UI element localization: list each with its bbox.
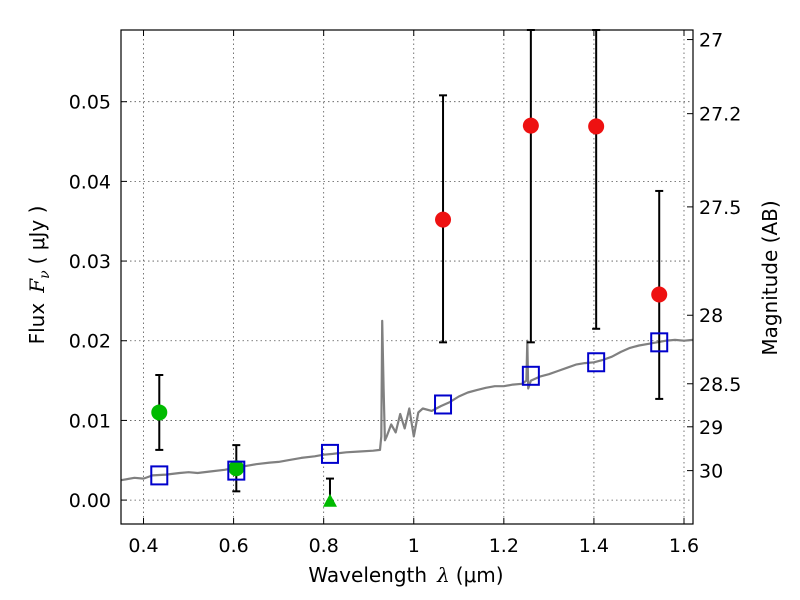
model-point-square <box>521 365 540 386</box>
plot-frame <box>120 29 694 525</box>
axes: 0.4 0.6 0.8 1 1.2 1.4 1.6 0.00 0.01 0.02 0.03 0.04 0… <box>69 30 742 557</box>
data-point-circle <box>435 211 452 228</box>
model-point-square <box>650 332 669 353</box>
x-tick-label: 0.8 <box>309 535 339 557</box>
model-point-square <box>587 352 606 373</box>
y2-tick-label: 27 <box>699 30 723 52</box>
y-axis-title: FluxFν( μJy ) <box>25 206 53 345</box>
y-tick-label: 0.00 <box>69 490 111 512</box>
y-tick-label: 0.02 <box>69 331 111 353</box>
y-tick-label: 0.05 <box>69 92 111 114</box>
y2-tick-label: 27.5 <box>699 197 741 219</box>
data-point-circle <box>588 118 605 135</box>
y2-axis-title: Magnitude (AB) <box>758 200 782 355</box>
model-point-square <box>150 465 169 486</box>
x-tick-label: 0.6 <box>218 535 248 557</box>
data-point-circle <box>228 460 245 477</box>
x-axis-title: Wavelength λ (μm) <box>308 563 503 587</box>
x-tick-label: 1.2 <box>489 535 519 557</box>
y-tick-label: 0.03 <box>69 251 111 273</box>
model-point-square <box>227 460 246 481</box>
model-point-square <box>434 394 453 415</box>
y2-tick-label: 29 <box>699 417 723 439</box>
y2-tick-label: 28 <box>699 305 723 327</box>
y2-tick-label: 28.5 <box>699 374 741 396</box>
y-tick-label: 0.04 <box>69 171 111 193</box>
y2-tick-label: 30 <box>699 461 723 483</box>
plot-area <box>120 29 694 507</box>
x-tick-label: 0.4 <box>128 535 158 557</box>
y-tick-label: 0.01 <box>69 410 111 432</box>
data-point-triangle <box>322 493 337 507</box>
x-tick-label: 1.4 <box>579 535 609 557</box>
data-point-circle <box>651 286 668 303</box>
template-spectrum-line <box>120 319 694 482</box>
grid-lines <box>121 30 693 524</box>
data-point-circle <box>151 404 168 421</box>
model-point-square <box>320 443 339 464</box>
data-point-circle <box>522 117 539 134</box>
x-tick-label: 1.6 <box>669 535 699 557</box>
y2-tick-label: 27.2 <box>699 104 741 126</box>
x-tick-label: 1 <box>408 535 420 557</box>
